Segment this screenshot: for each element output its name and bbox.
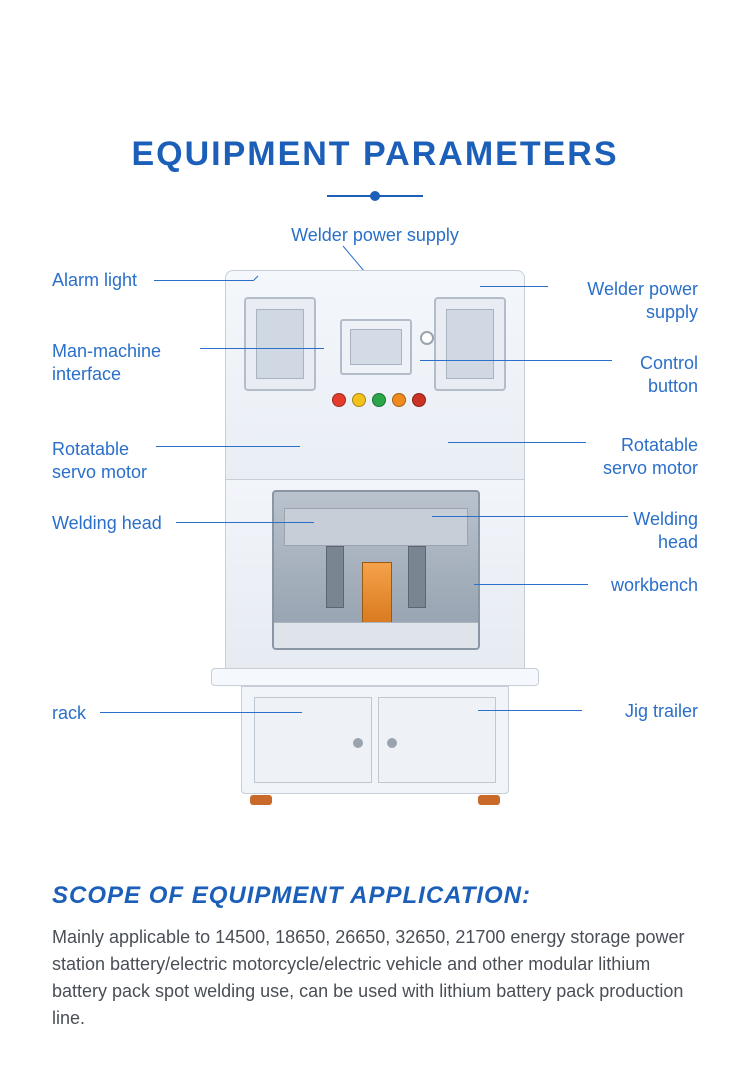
label-left-3: Welding head — [52, 512, 162, 535]
label-left-1: Man-machine interface — [52, 340, 161, 387]
scope-title: SCOPE OF EQUIPMENT APPLICATION: — [52, 882, 698, 910]
label-left-4: rack — [52, 702, 86, 725]
scope-body: Mainly applicable to 14500, 18650, 26650… — [52, 924, 698, 1032]
leader-right-2 — [448, 442, 586, 443]
leader-right-5 — [478, 710, 582, 711]
leader-right-0 — [480, 286, 548, 287]
scope-section: SCOPE OF EQUIPMENT APPLICATION: Mainly a… — [52, 882, 698, 1032]
label-right-1: Control button — [640, 352, 698, 399]
label-right-3: Welding head — [633, 508, 698, 555]
equipment-diagram: Welder power supply — [0, 210, 750, 830]
leader-right-1 — [420, 360, 612, 361]
label-right-0: Welder power supply — [587, 278, 698, 325]
leader-left-4 — [100, 712, 302, 713]
leader-right-3 — [432, 516, 628, 517]
label-left-2: Rotatable servo motor — [52, 438, 147, 485]
leader-left-2 — [156, 446, 300, 447]
label-right-5: Jig trailer — [625, 700, 698, 723]
leader-left-3 — [176, 522, 314, 523]
label-right-4: workbench — [611, 574, 698, 597]
leader-right-4 — [474, 584, 588, 585]
label-right-2: Rotatable servo motor — [603, 434, 698, 481]
page-title: EQUIPMENT PARAMETERS — [0, 135, 750, 174]
leader-left-1 — [200, 348, 324, 349]
